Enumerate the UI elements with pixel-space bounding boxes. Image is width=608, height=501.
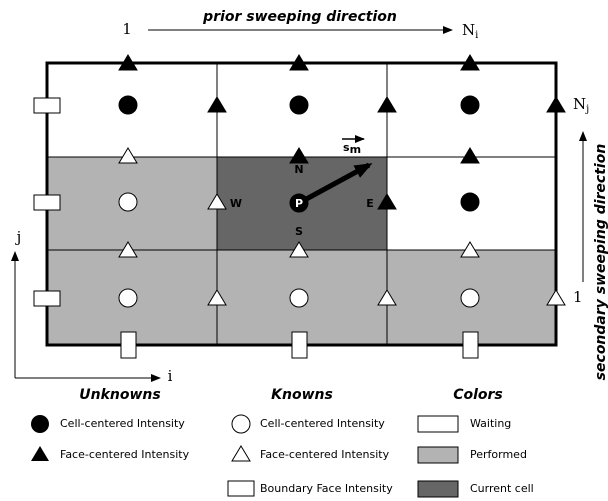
legend-icon: [231, 414, 251, 434]
legend-title: Unknowns: [79, 387, 160, 403]
legend-icon: [227, 480, 255, 497]
p-label: P: [295, 197, 303, 210]
w-label: W: [230, 197, 242, 210]
legend-swatch: [417, 446, 459, 464]
legend-title: Colors: [453, 387, 503, 403]
legend-text: Boundary Face Intensity: [260, 482, 393, 495]
face-intensities: [118, 54, 566, 306]
legend-text: Cell-centered Intensity: [60, 417, 185, 430]
legend-text: Face-centered Intensity: [260, 448, 390, 461]
prior-label: prior sweeping direction: [202, 9, 397, 25]
legend-title: Knowns: [271, 387, 333, 403]
start-j: 1: [573, 288, 583, 306]
j-label: j: [15, 228, 22, 246]
legend-icon: [231, 445, 251, 462]
legend-swatch: [417, 415, 459, 433]
legend-icon: [31, 415, 49, 433]
e-label: E: [366, 197, 374, 210]
legend-text: Face-centered Intensity: [60, 448, 190, 461]
i-label: i: [168, 367, 173, 385]
legend-text: Waiting: [470, 417, 511, 430]
end-j: Nj: [573, 95, 589, 115]
s-arrow: [297, 162, 373, 206]
n-label: N: [294, 163, 303, 176]
legend-icon: [31, 446, 49, 461]
end-i: Ni: [462, 21, 478, 41]
legend-swatch: [417, 480, 459, 498]
legend-text: Performed: [470, 448, 527, 461]
secondary-label: secondary sweeping direction: [593, 144, 608, 381]
s-m-label: sm: [343, 141, 361, 156]
cell-intensities: [118, 95, 480, 308]
legend-text: Current cell: [470, 482, 534, 495]
boundary-faces: [33, 97, 479, 359]
s-label: S: [295, 225, 303, 238]
legend-text: Cell-centered Intensity: [260, 417, 385, 430]
start-i: 1: [122, 20, 132, 38]
